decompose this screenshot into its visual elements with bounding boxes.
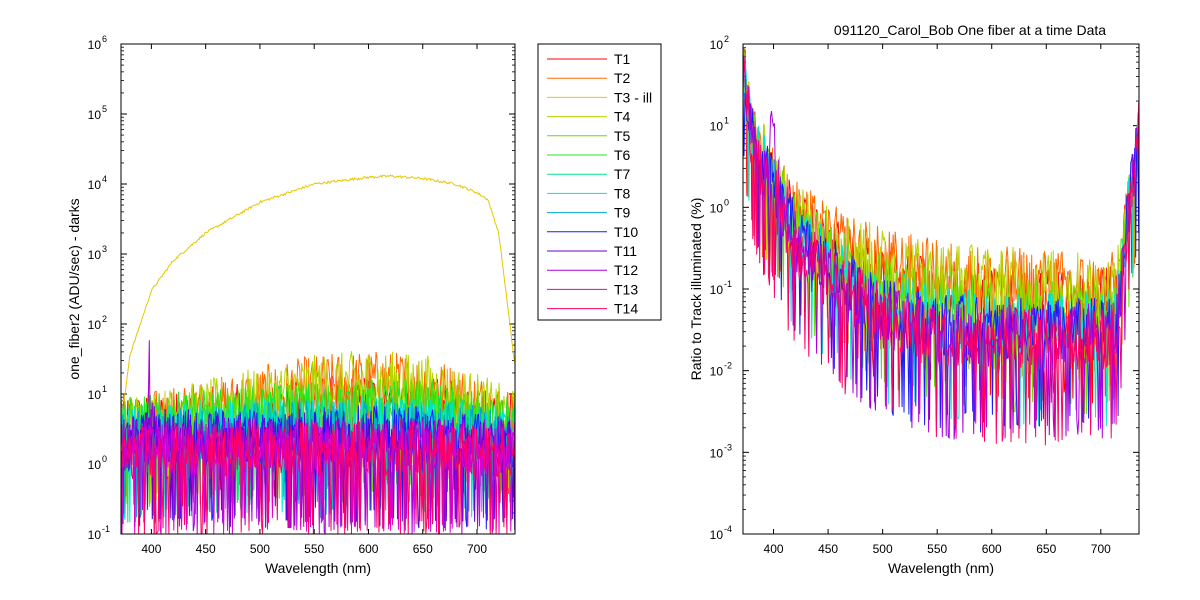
left-series-t14 — [121, 419, 515, 534]
legend-label-t8: T8 — [614, 185, 631, 201]
left-x-tick-label: 450 — [196, 542, 216, 556]
legend-label-t11: T11 — [614, 243, 637, 259]
right-x-tick-label: 400 — [764, 542, 784, 556]
left-y-tick-exponent: 5 — [102, 104, 107, 114]
left-y-tick-label: 10 — [88, 38, 102, 52]
right-y-tick-exponent: -1 — [724, 279, 732, 289]
legend-label-t6: T6 — [614, 147, 631, 163]
right-y-tick-label: 10 — [710, 446, 724, 460]
right-series-t14 — [743, 57, 1139, 446]
right-series-t12 — [743, 55, 1139, 440]
left-y-tick-label: 10 — [88, 388, 102, 402]
right-y-tick-exponent: 0 — [724, 197, 729, 207]
right-y-tick-label: 10 — [710, 38, 724, 52]
legend-label-t7: T7 — [614, 166, 631, 182]
right-x-tick-label: 700 — [1091, 542, 1111, 556]
left-y-tick-label: 10 — [88, 248, 102, 262]
right-y-tick-label: 10 — [710, 120, 724, 134]
right-x-axis-label: Wavelength (nm) — [888, 560, 994, 576]
right-x-tick-label: 650 — [1036, 542, 1056, 556]
legend-label-t2: T2 — [614, 70, 631, 86]
legend: T1 T2 T3 - ill T4 T5 T6 T7 T8 T9 T10 T11 T12 T13 T14 — [537, 43, 662, 321]
left-y-tick-exponent: 0 — [102, 454, 107, 464]
right-plot-frame — [742, 43, 1140, 535]
legend-box — [537, 43, 662, 321]
legend-label-t9: T9 — [614, 205, 631, 221]
right-y-tick-exponent: -2 — [724, 361, 732, 371]
left-y-tick-exponent: 4 — [102, 174, 107, 184]
left-y-tick-exponent: 3 — [102, 244, 107, 254]
left-y-tick-exponent: 6 — [102, 34, 107, 44]
right-y-tick-label: 10 — [710, 283, 724, 297]
left-x-tick-label: 600 — [358, 542, 378, 556]
legend-label-t13: T13 — [614, 281, 638, 297]
right-y-tick-label: 10 — [710, 201, 724, 215]
left-y-tick-label: 10 — [88, 458, 102, 472]
figure-title: 091120_Carol_Bob One fiber at a time Dat… — [834, 22, 1106, 38]
left-x-tick-label: 400 — [141, 542, 161, 556]
right-series-group — [743, 44, 1139, 446]
legend-label-t5: T5 — [614, 128, 631, 144]
left-y-tick-label: 10 — [88, 108, 102, 122]
right-x-tick-label: 550 — [927, 542, 947, 556]
right-y-tick-label: 10 — [710, 365, 724, 379]
left-y-tick-exponent: -1 — [102, 524, 110, 534]
right-y-tick-exponent: -3 — [724, 442, 732, 452]
legend-label-t3-ill: T3 - ill — [614, 89, 652, 105]
legend-label-t14: T14 — [614, 301, 638, 317]
legend-label-t1: T1 — [614, 51, 631, 67]
left-x-tick-label: 500 — [250, 542, 270, 556]
right-x-tick-label: 600 — [982, 542, 1002, 556]
left-y-tick-label: 10 — [88, 178, 102, 192]
left-y-tick-exponent: 1 — [102, 384, 107, 394]
right-y-tick-label: 10 — [710, 528, 724, 542]
left-series-group — [121, 174, 515, 534]
legend-label-t12: T12 — [614, 262, 638, 278]
right-x-tick-label: 450 — [818, 542, 838, 556]
right-x-tick-label: 500 — [873, 542, 893, 556]
legend-items: T1 T2 T3 - ill T4 T5 T6 T7 T8 T9 T10 T11 T12 T13 T14 — [547, 51, 652, 317]
left-y-tick-label: 10 — [88, 318, 102, 332]
right-y-tick-exponent: 1 — [724, 116, 729, 126]
right-y-tick-exponent: 2 — [724, 34, 729, 44]
right-y-axis-label: Ratio to Track illuminated (%) — [688, 198, 704, 381]
legend-label-t4: T4 — [614, 109, 631, 125]
left-x-axis-label: Wavelength (nm) — [265, 560, 371, 576]
left-y-tick-exponent: 2 — [102, 314, 107, 324]
legend-label-t10: T10 — [614, 224, 638, 240]
left-x-tick-label: 650 — [413, 542, 433, 556]
left-y-tick-label: 10 — [88, 528, 102, 542]
left-series-t3-ill — [121, 174, 515, 403]
left-x-tick-label: 550 — [304, 542, 324, 556]
left-series-t9 — [121, 400, 515, 525]
left-x-tick-label: 700 — [467, 542, 487, 556]
right-y-tick-exponent: -4 — [724, 524, 732, 534]
right-chart-panel: 091120_Carol_Bob One fiber at a time Dat… — [688, 22, 1140, 576]
left-plot-frame — [120, 43, 516, 535]
left-series-t6 — [121, 378, 515, 509]
left-y-axis-label: one_fiber2 (ADU/sec) - darks — [66, 198, 82, 379]
